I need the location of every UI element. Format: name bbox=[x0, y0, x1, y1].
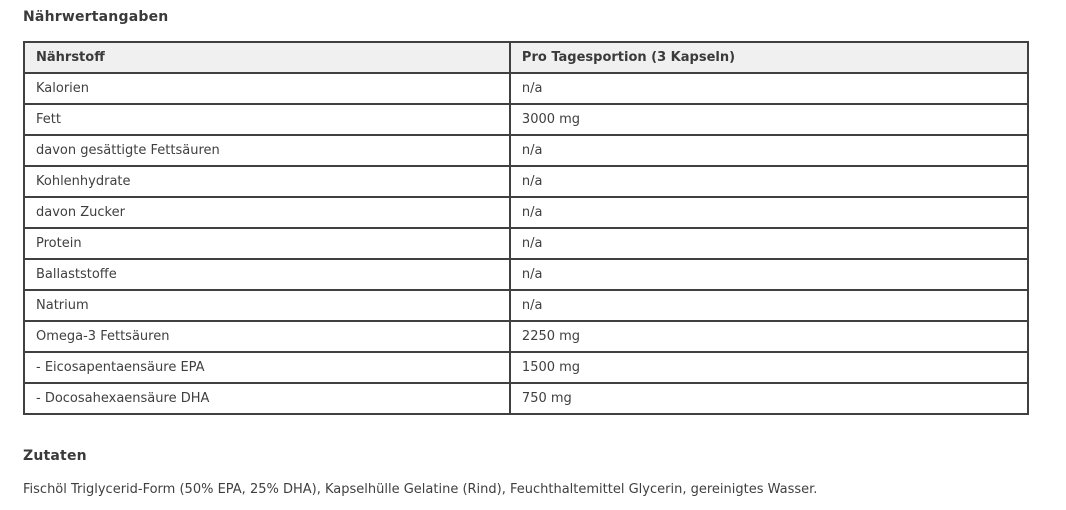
nutrient-name-cell: Omega-3 Fettsäuren bbox=[23, 319, 511, 353]
nutrition-table-body: Kalorien n/a Fett 3000 mg davon gesättigte F… bbox=[23, 71, 1030, 415]
product-info-section: Nährwertangaben Nährstoff Pro Tagesporti… bbox=[23, 9, 1066, 499]
table-row: Omega-3 Fettsäuren 2250 mg bbox=[23, 319, 1030, 353]
nutrient-name-cell: Kalorien bbox=[23, 71, 511, 105]
nutrition-table: Nährstoff Pro Tagesportion (3 Kapseln) K… bbox=[23, 40, 1030, 415]
table-row: Kohlenhydrate n/a bbox=[23, 164, 1030, 198]
nutrient-value-cell: n/a bbox=[508, 257, 1030, 291]
nutrition-facts-heading: Nährwertangaben bbox=[23, 9, 169, 25]
nutrient-name-cell: Kohlenhydrate bbox=[23, 164, 511, 198]
table-row: - Docosahexaensäure DHA 750 mg bbox=[23, 381, 1030, 415]
table-row: davon gesättigte Fettsäuren n/a bbox=[23, 133, 1030, 167]
nutrient-name-cell: - Docosahexaensäure DHA bbox=[23, 381, 511, 415]
table-row: Protein n/a bbox=[23, 226, 1030, 260]
column-header-nutrient: Nährstoff bbox=[23, 40, 511, 74]
nutrient-value-cell: 1500 mg bbox=[508, 350, 1030, 384]
nutrient-value-cell: n/a bbox=[508, 164, 1030, 198]
ingredients-heading: Zutaten bbox=[23, 447, 87, 464]
nutrient-value-cell: n/a bbox=[508, 195, 1030, 229]
table-row: - Eicosapentaensäure EPA 1500 mg bbox=[23, 350, 1030, 384]
nutrient-name-cell: Ballaststoffe bbox=[23, 257, 511, 291]
nutrient-value-cell: n/a bbox=[508, 133, 1030, 167]
ingredients-text: Fischöl Triglycerid-Form (50% EPA, 25% D… bbox=[23, 481, 818, 497]
nutrient-value-cell: n/a bbox=[508, 71, 1030, 105]
nutrient-value-cell: 750 mg bbox=[508, 381, 1030, 415]
table-row: Kalorien n/a bbox=[23, 71, 1030, 105]
nutrition-table-head: Nährstoff Pro Tagesportion (3 Kapseln) bbox=[23, 40, 1030, 74]
table-row: Natrium n/a bbox=[23, 288, 1030, 322]
nutrient-value-cell: n/a bbox=[508, 226, 1030, 260]
table-row: Fett 3000 mg bbox=[23, 102, 1030, 136]
table-header-row: Nährstoff Pro Tagesportion (3 Kapseln) bbox=[23, 40, 1030, 74]
nutrient-name-cell: Protein bbox=[23, 226, 511, 260]
nutrient-name-cell: davon Zucker bbox=[23, 195, 511, 229]
nutrient-value-cell: 2250 mg bbox=[508, 319, 1030, 353]
nutrient-name-cell: Fett bbox=[23, 102, 511, 136]
ingredients-section: Zutaten Fischöl Triglycerid-Form (50% EP… bbox=[23, 448, 1066, 499]
nutrient-name-cell: davon gesättigte Fettsäuren bbox=[23, 133, 511, 167]
table-row: davon Zucker n/a bbox=[23, 195, 1030, 229]
table-row: Ballaststoffe n/a bbox=[23, 257, 1030, 291]
column-header-daily-portion: Pro Tagesportion (3 Kapseln) bbox=[508, 40, 1030, 74]
nutrient-value-cell: 3000 mg bbox=[508, 102, 1030, 136]
nutrient-value-cell: n/a bbox=[508, 288, 1030, 322]
nutrient-name-cell: Natrium bbox=[23, 288, 511, 322]
nutrient-name-cell: - Eicosapentaensäure EPA bbox=[23, 350, 511, 384]
